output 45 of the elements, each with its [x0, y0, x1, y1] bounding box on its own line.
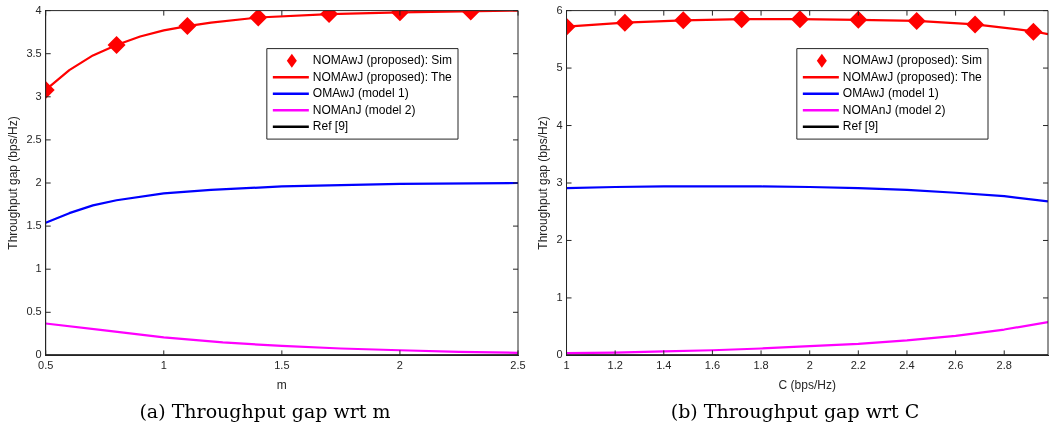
x-tick-label: 1.2	[607, 359, 623, 372]
legend-label: OMAwJ (model 1)	[842, 86, 939, 101]
legend-label: OMAwJ (model 1)	[312, 86, 409, 101]
x-tick-label: 2.4	[899, 359, 915, 372]
x-tick-label: 1.6	[704, 359, 721, 372]
y-tick-label: 4	[35, 3, 42, 16]
x-tick-label: 1	[160, 359, 167, 372]
legend-label: NOMAnJ (model 2)	[842, 102, 946, 117]
y-tick-label: 2.5	[26, 132, 42, 145]
y-tick-label: 2	[556, 233, 563, 246]
x-tick-label: 2.2	[850, 359, 866, 372]
x-axis-title: C (bps/Hz)	[778, 378, 836, 393]
y-tick-label: 3	[556, 176, 563, 189]
y-tick-label: 3.5	[26, 46, 42, 59]
x-tick-label: 2.5	[510, 359, 526, 372]
y-axis-title: Throughput gap (bps/Hz)	[535, 116, 550, 250]
x-axis-title: m	[276, 378, 287, 393]
legend-label: NOMAwJ (proposed): Sim	[842, 53, 982, 68]
legend-label: NOMAwJ (proposed): The	[842, 69, 983, 84]
y-tick-label: 1	[35, 262, 42, 275]
y-tick-label: 6	[556, 3, 563, 16]
legend-label: NOMAwJ (proposed): Sim	[312, 53, 452, 68]
legend-label: Ref [9]	[842, 119, 879, 134]
y-tick-label: 0.5	[26, 305, 42, 318]
y-tick-label: 0	[556, 348, 563, 361]
legend-label: Ref [9]	[312, 119, 349, 134]
text: (a) Throughput gap wrt m	[138, 400, 392, 422]
y-tick-label: 2	[35, 176, 42, 189]
x-tick-label: 1.5	[274, 359, 290, 372]
y-tick-label: 1	[556, 290, 563, 303]
y-tick-label: 5	[556, 61, 563, 74]
y-axis-title: Throughput gap (bps/Hz)	[5, 116, 20, 250]
legend-label: NOMAnJ (model 2)	[312, 102, 416, 117]
x-tick-label: 1.4	[656, 359, 672, 372]
legend-label: NOMAwJ (proposed): The	[312, 69, 453, 84]
y-tick-label: 4	[556, 118, 563, 131]
y-tick-label: 0	[35, 348, 42, 361]
x-tick-label: 2	[396, 359, 403, 372]
text: (b) Throughput gap wrt C	[669, 400, 921, 422]
x-tick-label: 2.8	[996, 359, 1012, 372]
y-tick-label: 1.5	[26, 219, 42, 232]
x-tick-label: 1.8	[753, 359, 769, 372]
x-tick-label: 2	[806, 359, 813, 372]
y-tick-label: 3	[35, 89, 42, 102]
x-tick-label: 2.6	[947, 359, 964, 372]
